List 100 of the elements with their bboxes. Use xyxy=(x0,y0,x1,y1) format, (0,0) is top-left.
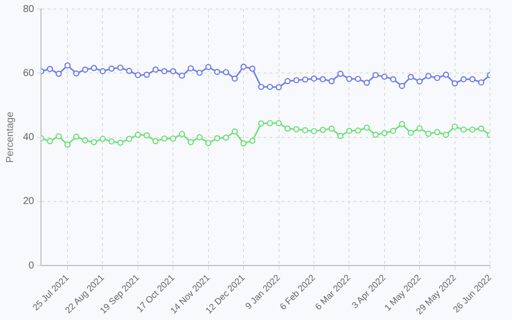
point xyxy=(337,70,344,77)
point xyxy=(442,132,450,138)
point xyxy=(310,75,318,82)
point xyxy=(293,77,300,84)
y-axis-title: Percentage xyxy=(4,111,16,163)
point xyxy=(452,80,458,87)
point xyxy=(442,72,450,78)
point xyxy=(144,72,150,78)
point xyxy=(390,128,396,134)
point xyxy=(328,126,335,132)
point xyxy=(293,126,300,132)
point xyxy=(266,120,274,126)
y-tick-label: 60 xyxy=(23,68,35,79)
point xyxy=(258,84,264,90)
point xyxy=(258,120,264,127)
point xyxy=(320,126,326,134)
point xyxy=(276,120,282,126)
point xyxy=(90,138,98,146)
y-tick-label: 20 xyxy=(23,196,35,208)
point xyxy=(134,132,142,138)
y-tick-label: 80 xyxy=(23,4,35,15)
point xyxy=(354,76,362,82)
point xyxy=(82,137,88,144)
point xyxy=(408,130,414,136)
point xyxy=(64,62,71,69)
point xyxy=(73,134,80,140)
point xyxy=(100,136,106,142)
point xyxy=(205,64,212,70)
point xyxy=(46,138,54,144)
point xyxy=(337,132,344,140)
point xyxy=(214,68,220,75)
point xyxy=(56,133,62,140)
point xyxy=(346,128,352,134)
point xyxy=(108,138,115,145)
point xyxy=(232,128,238,135)
point xyxy=(408,74,414,80)
point xyxy=(144,132,150,138)
point xyxy=(240,64,247,70)
point xyxy=(188,65,194,72)
point xyxy=(302,127,308,134)
point xyxy=(372,132,379,138)
point xyxy=(284,126,291,132)
point xyxy=(425,72,432,80)
point xyxy=(90,64,98,72)
point xyxy=(381,130,388,136)
point xyxy=(64,142,71,148)
point xyxy=(222,134,230,141)
point xyxy=(266,84,274,90)
point xyxy=(249,66,256,72)
point xyxy=(460,126,467,133)
point xyxy=(398,121,406,128)
point xyxy=(161,135,168,142)
point xyxy=(469,76,476,82)
point xyxy=(222,69,230,76)
point xyxy=(478,79,484,86)
point xyxy=(364,124,370,131)
point xyxy=(152,138,159,144)
point xyxy=(100,68,106,74)
point xyxy=(73,70,80,77)
point xyxy=(108,66,115,72)
point xyxy=(56,70,62,77)
point xyxy=(232,75,238,82)
point xyxy=(196,70,203,76)
point xyxy=(178,130,186,138)
point xyxy=(170,135,176,142)
point xyxy=(469,126,476,133)
point xyxy=(398,82,406,90)
point xyxy=(478,126,484,132)
point xyxy=(205,140,212,146)
point xyxy=(284,78,291,84)
point xyxy=(196,134,203,140)
point xyxy=(249,138,256,144)
point xyxy=(381,74,388,80)
point xyxy=(82,66,88,73)
point xyxy=(452,124,458,130)
point xyxy=(152,66,159,73)
point xyxy=(364,80,370,86)
point xyxy=(170,68,176,74)
point xyxy=(117,140,124,146)
point xyxy=(354,127,362,134)
point xyxy=(416,125,423,132)
point xyxy=(134,72,142,78)
point xyxy=(460,76,467,82)
point xyxy=(188,138,194,146)
point xyxy=(425,130,432,137)
point xyxy=(117,64,124,71)
point xyxy=(126,68,132,74)
point xyxy=(276,84,282,90)
point xyxy=(372,72,379,78)
point xyxy=(320,76,326,82)
point xyxy=(328,78,335,84)
point xyxy=(46,66,54,72)
point xyxy=(434,129,440,136)
point xyxy=(126,136,132,142)
y-tick-label: 40 xyxy=(23,132,35,144)
point xyxy=(346,76,352,82)
point xyxy=(178,72,186,79)
point xyxy=(390,76,396,82)
point xyxy=(434,74,440,82)
point xyxy=(310,128,318,134)
